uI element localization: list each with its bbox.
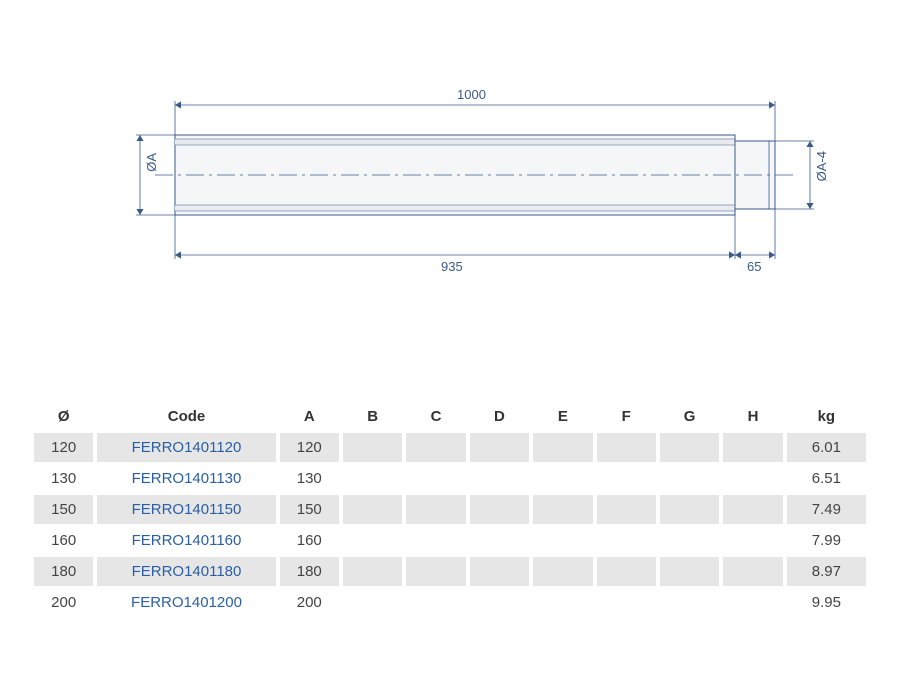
spec-table: ØCodeABCDEFGHkg 120FERRO14011201206.0113… bbox=[30, 400, 870, 619]
cell-C bbox=[406, 557, 465, 586]
cell-E bbox=[533, 464, 592, 493]
cell-dia: 200 bbox=[34, 588, 93, 617]
cell-dia: 150 bbox=[34, 495, 93, 524]
cell-D bbox=[470, 588, 529, 617]
cell-kg: 8.97 bbox=[787, 557, 866, 586]
table-row: 150FERRO1401150150 7.49 bbox=[34, 495, 866, 524]
cell-A: 200 bbox=[280, 588, 339, 617]
col-header: F bbox=[597, 402, 656, 431]
col-header: C bbox=[406, 402, 465, 431]
cell-dia: 180 bbox=[34, 557, 93, 586]
cell-C bbox=[406, 526, 465, 555]
col-header: A bbox=[280, 402, 339, 431]
cell-H bbox=[723, 588, 782, 617]
cell-D bbox=[470, 433, 529, 462]
cell-B bbox=[343, 495, 402, 524]
cell-code[interactable]: FERRO1401180 bbox=[97, 557, 275, 586]
cell-E bbox=[533, 433, 592, 462]
cell-B bbox=[343, 588, 402, 617]
cell-D bbox=[470, 557, 529, 586]
cell-F bbox=[597, 464, 656, 493]
cell-A: 160 bbox=[280, 526, 339, 555]
cell-G bbox=[660, 495, 719, 524]
cell-G bbox=[660, 526, 719, 555]
dim-total-length: 1000 bbox=[457, 87, 486, 102]
col-header: Ø bbox=[34, 402, 93, 431]
col-header: D bbox=[470, 402, 529, 431]
cell-D bbox=[470, 464, 529, 493]
cell-code[interactable]: FERRO1401130 bbox=[97, 464, 275, 493]
cell-G bbox=[660, 557, 719, 586]
cell-F bbox=[597, 526, 656, 555]
table-row: 130FERRO1401130130 6.51 bbox=[34, 464, 866, 493]
cell-E bbox=[533, 588, 592, 617]
cell-A: 150 bbox=[280, 495, 339, 524]
cell-E bbox=[533, 526, 592, 555]
cell-B bbox=[343, 433, 402, 462]
cell-code[interactable]: FERRO1401120 bbox=[97, 433, 275, 462]
cell-code[interactable]: FERRO1401160 bbox=[97, 526, 275, 555]
cell-G bbox=[660, 433, 719, 462]
cell-F bbox=[597, 495, 656, 524]
table-row: 160FERRO1401160160 7.99 bbox=[34, 526, 866, 555]
cell-G bbox=[660, 464, 719, 493]
cell-dia: 160 bbox=[34, 526, 93, 555]
cell-G bbox=[660, 588, 719, 617]
cell-kg: 6.51 bbox=[787, 464, 866, 493]
cell-H bbox=[723, 526, 782, 555]
cell-F bbox=[597, 433, 656, 462]
cell-E bbox=[533, 495, 592, 524]
col-header: E bbox=[533, 402, 592, 431]
table-row: 120FERRO1401120120 6.01 bbox=[34, 433, 866, 462]
dim-diameter-a-4: ØA-4 bbox=[814, 151, 829, 181]
cell-kg: 6.01 bbox=[787, 433, 866, 462]
col-header: H bbox=[723, 402, 782, 431]
pipe-drawing-svg bbox=[0, 0, 900, 350]
cell-C bbox=[406, 464, 465, 493]
cell-kg: 9.95 bbox=[787, 588, 866, 617]
cell-C bbox=[406, 495, 465, 524]
cell-H bbox=[723, 464, 782, 493]
cell-B bbox=[343, 526, 402, 555]
col-header: kg bbox=[787, 402, 866, 431]
col-header: G bbox=[660, 402, 719, 431]
cell-H bbox=[723, 495, 782, 524]
cell-B bbox=[343, 464, 402, 493]
cell-dia: 130 bbox=[34, 464, 93, 493]
col-header: Code bbox=[97, 402, 275, 431]
col-header: B bbox=[343, 402, 402, 431]
cell-D bbox=[470, 495, 529, 524]
cell-kg: 7.49 bbox=[787, 495, 866, 524]
dim-diameter-a: ØA bbox=[144, 153, 159, 172]
cell-F bbox=[597, 588, 656, 617]
cell-B bbox=[343, 557, 402, 586]
cell-F bbox=[597, 557, 656, 586]
table-row: 200FERRO1401200200 9.95 bbox=[34, 588, 866, 617]
cell-dia: 120 bbox=[34, 433, 93, 462]
cell-A: 130 bbox=[280, 464, 339, 493]
spec-table-container: ØCodeABCDEFGHkg 120FERRO14011201206.0113… bbox=[30, 400, 870, 619]
cell-kg: 7.99 bbox=[787, 526, 866, 555]
table-row: 180FERRO1401180180 8.97 bbox=[34, 557, 866, 586]
cell-C bbox=[406, 588, 465, 617]
cell-C bbox=[406, 433, 465, 462]
technical-drawing: 1000 935 65 ØA ØA-4 bbox=[0, 0, 900, 350]
cell-A: 180 bbox=[280, 557, 339, 586]
cell-code[interactable]: FERRO1401200 bbox=[97, 588, 275, 617]
cell-E bbox=[533, 557, 592, 586]
cell-D bbox=[470, 526, 529, 555]
dim-body-length: 935 bbox=[441, 259, 463, 274]
table-header-row: ØCodeABCDEFGHkg bbox=[34, 402, 866, 431]
cell-code[interactable]: FERRO1401150 bbox=[97, 495, 275, 524]
cell-H bbox=[723, 433, 782, 462]
dim-socket-length: 65 bbox=[747, 259, 761, 274]
cell-H bbox=[723, 557, 782, 586]
cell-A: 120 bbox=[280, 433, 339, 462]
